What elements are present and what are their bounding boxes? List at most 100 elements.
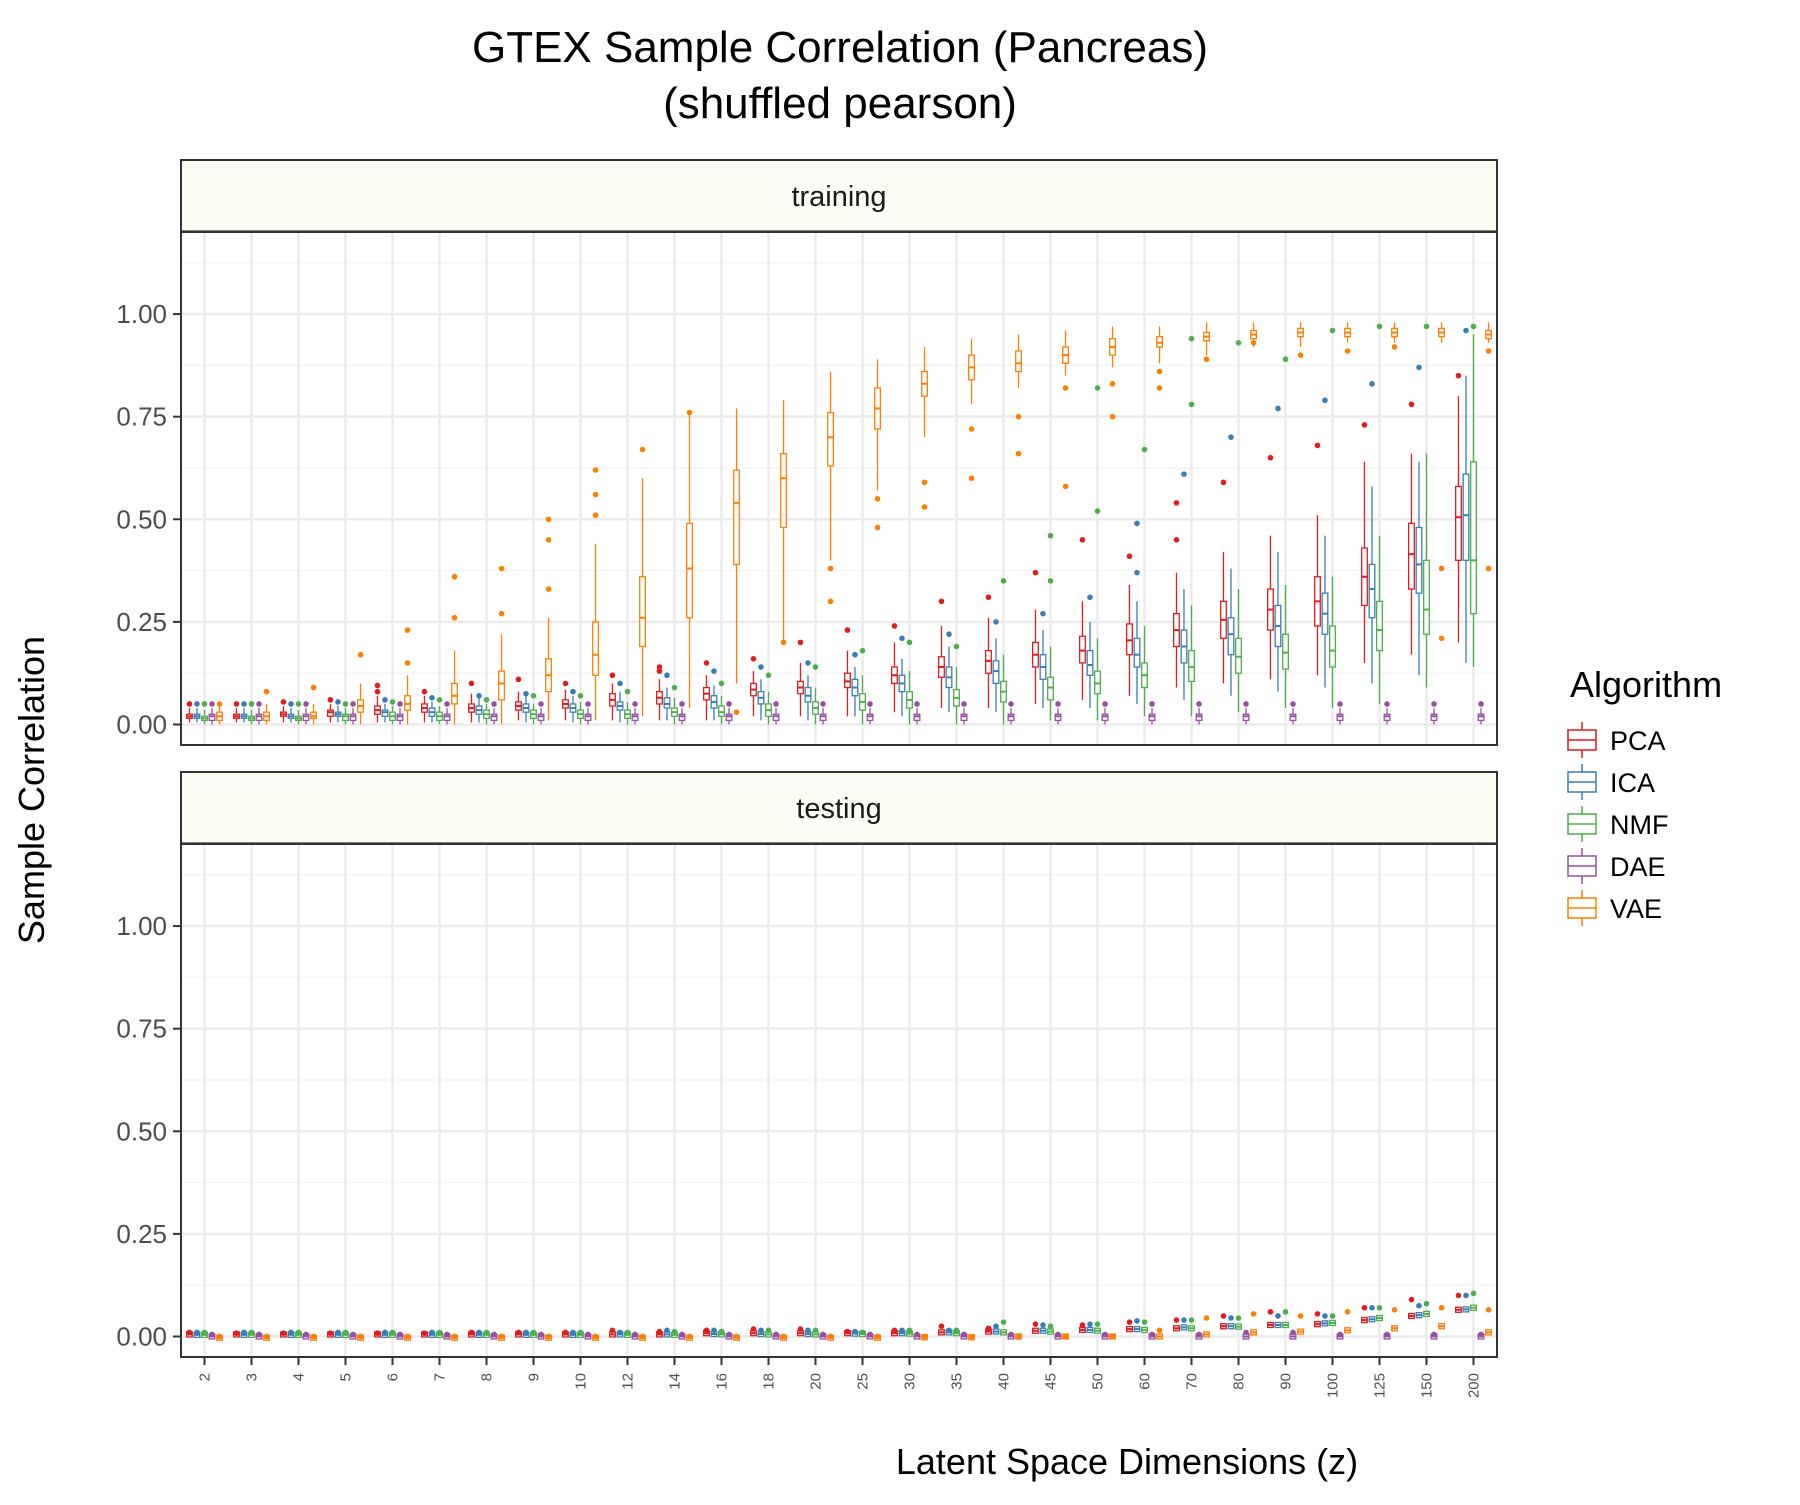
panel-strip-label: training bbox=[791, 181, 886, 213]
outlier-point bbox=[530, 692, 537, 699]
outlier-point bbox=[1322, 397, 1328, 404]
outlier-point bbox=[961, 1331, 967, 1338]
outlier-point bbox=[216, 701, 223, 707]
outlier-point bbox=[1109, 413, 1116, 420]
outlier-point bbox=[946, 631, 952, 637]
outlier-point bbox=[820, 1331, 826, 1338]
box-vae bbox=[780, 452, 788, 529]
outlier-point bbox=[1282, 356, 1289, 363]
outlier-point bbox=[874, 495, 881, 502]
outlier-point bbox=[1156, 1327, 1163, 1334]
outlier-point bbox=[874, 524, 881, 531]
outlier-point bbox=[773, 701, 779, 707]
outlier-point bbox=[444, 1331, 450, 1338]
outlier-point bbox=[844, 627, 851, 633]
outlier-point bbox=[303, 1331, 309, 1338]
outlier-point bbox=[664, 1327, 670, 1334]
outlier-point bbox=[1079, 537, 1086, 543]
outlier-point bbox=[773, 1331, 779, 1338]
outlier-point bbox=[295, 701, 302, 707]
box-nmf bbox=[1470, 461, 1477, 615]
outlier-point bbox=[733, 709, 740, 715]
outlier-point bbox=[545, 537, 552, 543]
outlier-point bbox=[1015, 413, 1022, 420]
outlier-point bbox=[209, 701, 215, 707]
outlier-point bbox=[429, 1329, 435, 1336]
outlier-point bbox=[1134, 520, 1140, 527]
outlier-point bbox=[421, 1330, 428, 1336]
outlier-point bbox=[1156, 385, 1163, 391]
box-dae bbox=[1148, 713, 1156, 722]
outlier-point bbox=[859, 647, 866, 654]
outlier-point bbox=[1408, 401, 1415, 408]
outlier-point bbox=[1047, 1323, 1054, 1330]
outlier-point bbox=[827, 565, 834, 572]
box-vae bbox=[310, 711, 318, 719]
outlier-point bbox=[342, 1329, 349, 1336]
y-axis-title: Sample Correlation bbox=[11, 636, 52, 944]
outlier-point bbox=[1181, 1317, 1187, 1323]
box-dae bbox=[584, 713, 592, 722]
outlier-point bbox=[968, 475, 975, 482]
box-pca bbox=[1125, 623, 1133, 656]
outlier-point bbox=[1391, 344, 1398, 350]
outlier-point bbox=[201, 1329, 208, 1336]
outlier-point bbox=[498, 1333, 505, 1340]
outlier-point bbox=[562, 680, 569, 687]
panel-border bbox=[180, 231, 1498, 746]
outlier-point bbox=[750, 1326, 757, 1332]
chart-title-line1: GTEX Sample Correlation (Pancreas) bbox=[472, 23, 1208, 72]
outlier-point bbox=[1337, 1331, 1343, 1338]
outlier-point bbox=[476, 1329, 482, 1336]
outlier-point bbox=[1220, 479, 1227, 486]
outlier-point bbox=[357, 651, 364, 658]
outlier-point bbox=[733, 1333, 740, 1340]
outlier-point bbox=[491, 1331, 497, 1338]
panel-strip bbox=[180, 771, 1498, 845]
x-tick-label: 5 bbox=[338, 1373, 355, 1381]
outlier-point bbox=[248, 701, 255, 707]
outlier-point bbox=[1275, 405, 1281, 412]
outlier-point bbox=[530, 1329, 537, 1336]
x-tick-label: 40 bbox=[996, 1373, 1013, 1390]
box-dae bbox=[1430, 713, 1438, 722]
outlier-point bbox=[389, 699, 396, 705]
outlier-point bbox=[233, 1330, 240, 1336]
outlier-point bbox=[1485, 565, 1492, 572]
box-nmf bbox=[1235, 637, 1242, 674]
box-dae bbox=[960, 713, 968, 722]
outlier-point bbox=[350, 1331, 356, 1338]
outlier-point bbox=[1322, 1313, 1328, 1319]
outlier-point bbox=[899, 635, 905, 642]
outlier-point bbox=[852, 651, 858, 658]
outlier-point bbox=[780, 639, 787, 646]
outlier-point bbox=[263, 688, 270, 695]
x-tick-label: 18 bbox=[761, 1373, 778, 1390]
outlier-point bbox=[1000, 578, 1007, 584]
box-ica bbox=[1227, 617, 1235, 656]
x-tick-label: 200 bbox=[1466, 1373, 1483, 1398]
outlier-point bbox=[1478, 701, 1484, 707]
outlier-point bbox=[758, 1327, 764, 1334]
outlier-point bbox=[1290, 701, 1296, 707]
box-vae bbox=[639, 576, 647, 648]
outlier-point bbox=[374, 688, 381, 695]
outlier-point bbox=[241, 1329, 247, 1336]
legend-label-dae: DAE bbox=[1610, 852, 1666, 882]
outlier-point bbox=[1134, 1318, 1140, 1324]
outlier-point bbox=[1062, 385, 1069, 391]
outlier-point bbox=[303, 701, 309, 707]
outlier-point bbox=[538, 701, 544, 707]
box-vae bbox=[686, 522, 694, 619]
box-dae bbox=[1336, 713, 1344, 722]
outlier-point bbox=[968, 1333, 975, 1340]
outlier-point bbox=[357, 1333, 364, 1340]
box-nmf bbox=[1329, 625, 1336, 668]
outlier-point bbox=[1243, 701, 1249, 707]
outlier-point bbox=[961, 701, 967, 707]
outlier-point bbox=[1314, 1311, 1321, 1317]
box-vae bbox=[1015, 350, 1023, 373]
x-tick-label: 7 bbox=[432, 1373, 449, 1381]
x-tick-label: 10 bbox=[573, 1373, 590, 1390]
y-tick-label: 0.50 bbox=[116, 504, 167, 534]
